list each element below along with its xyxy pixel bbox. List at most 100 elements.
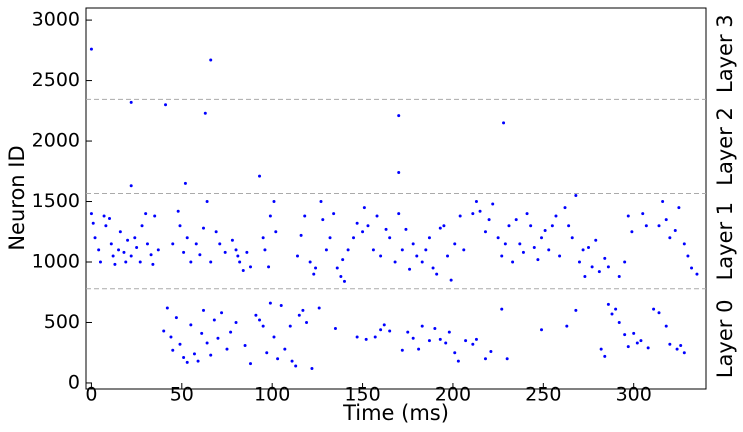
spike: [212, 318, 216, 322]
spike: [272, 200, 276, 204]
spike: [503, 242, 507, 246]
spike: [156, 248, 160, 252]
spike: [558, 254, 562, 258]
spike: [133, 236, 137, 240]
spike: [301, 308, 305, 312]
spike: [107, 216, 111, 220]
spike: [335, 266, 339, 270]
spike: [135, 245, 139, 249]
spike: [404, 227, 408, 231]
spike: [89, 212, 93, 216]
spike: [489, 350, 493, 354]
spike: [194, 242, 198, 246]
spike: [236, 254, 240, 258]
spike: [332, 212, 336, 216]
spike: [258, 174, 262, 178]
spike: [623, 333, 627, 337]
spike: [314, 266, 318, 270]
spike: [283, 347, 287, 351]
spike: [554, 214, 558, 218]
spike: [189, 260, 193, 264]
spike: [319, 200, 323, 204]
spike: [420, 324, 424, 328]
spike: [295, 254, 299, 258]
spike: [97, 248, 101, 252]
spike: [140, 224, 144, 228]
spike: [182, 356, 186, 360]
spike: [514, 218, 518, 222]
spike: [129, 184, 133, 188]
spike: [442, 224, 446, 228]
spike: [218, 242, 222, 246]
spike: [205, 341, 209, 345]
spike: [427, 236, 431, 240]
spike: [673, 229, 677, 233]
spike: [174, 316, 178, 320]
spike: [178, 224, 182, 228]
spike: [384, 227, 388, 231]
spike: [447, 330, 451, 334]
spike: [129, 254, 133, 258]
spike: [661, 200, 665, 204]
spike: [529, 224, 533, 228]
spike: [178, 342, 182, 346]
spike: [153, 214, 157, 218]
spike: [483, 230, 487, 234]
spike: [415, 254, 419, 258]
spike: [205, 200, 209, 204]
spike: [449, 278, 453, 282]
spike: [388, 236, 392, 240]
spike: [471, 342, 475, 346]
spike: [644, 224, 648, 228]
spike: [248, 265, 252, 269]
spike: [261, 324, 265, 328]
spike: [511, 260, 515, 264]
plot-frame: [85, 7, 707, 390]
x-tick-label: 0: [85, 384, 97, 406]
spike: [321, 218, 325, 222]
y-tick-label: 500: [44, 311, 80, 333]
spike: [603, 256, 607, 260]
spike: [682, 242, 686, 246]
spike: [98, 260, 102, 264]
spike: [192, 352, 196, 356]
spike: [243, 343, 247, 347]
spike: [471, 212, 475, 216]
spike: [234, 320, 238, 324]
spike: [411, 242, 415, 246]
spike: [346, 248, 350, 252]
spike: [397, 170, 401, 174]
spike: [630, 230, 634, 234]
spike: [427, 339, 431, 343]
spike: [500, 307, 504, 311]
spike: [400, 348, 404, 352]
spike: [185, 236, 189, 240]
spike: [223, 250, 227, 254]
spike: [104, 224, 108, 228]
layer-label: Layer 2: [713, 107, 737, 186]
spike: [274, 230, 278, 234]
spike: [393, 260, 397, 264]
spike: [145, 242, 149, 246]
x-tick-label: 300: [616, 384, 652, 406]
spike: [505, 357, 509, 361]
spike: [617, 275, 621, 279]
spike: [299, 233, 303, 237]
spike: [198, 253, 202, 257]
spike: [117, 248, 121, 252]
spike: [290, 359, 294, 363]
spike: [201, 308, 205, 312]
spike: [574, 308, 578, 312]
spike: [209, 58, 213, 62]
spike: [165, 306, 169, 310]
spike: [657, 224, 661, 228]
spike: [491, 202, 495, 206]
spike: [373, 335, 377, 339]
spike: [229, 330, 233, 334]
spike: [355, 335, 359, 339]
spike: [487, 218, 491, 222]
spike: [182, 250, 186, 254]
spike: [200, 331, 204, 335]
spike: [594, 238, 598, 242]
spike: [456, 359, 460, 363]
